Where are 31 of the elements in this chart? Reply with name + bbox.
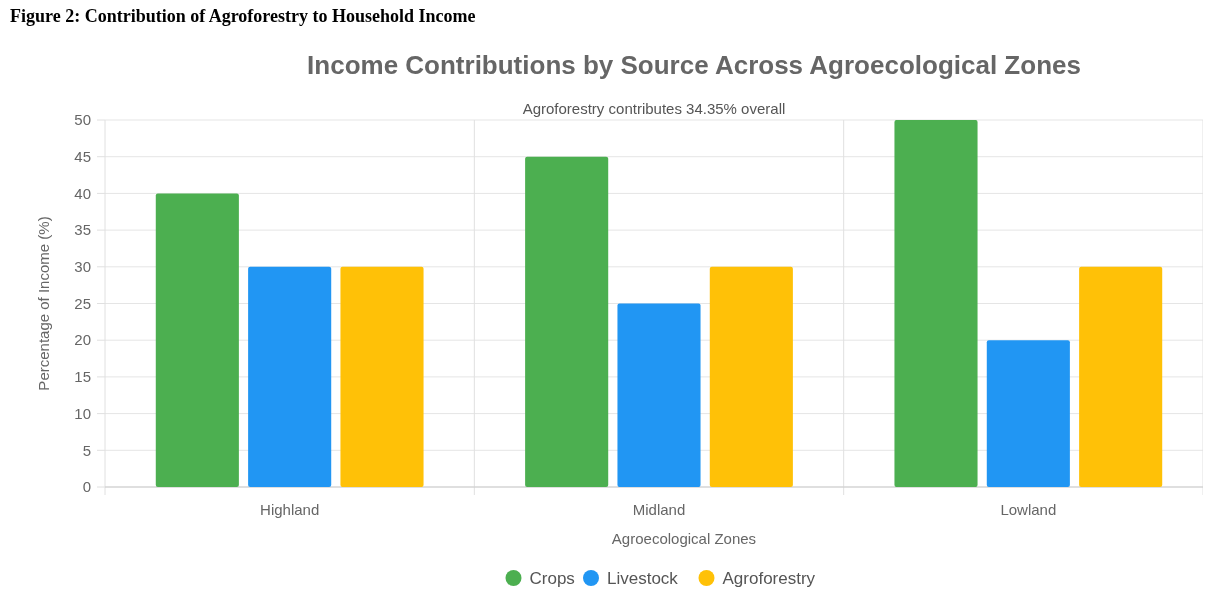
y-axis-title: Percentage of Income (%) [35,216,52,391]
bar [525,156,609,487]
caption: Figure 2: Contribution of Agroforestry to Household Income [10,6,476,26]
x-axis-title: Agroecological Zones [611,530,757,547]
bar [894,120,978,487]
y-tick-label: 30 [74,258,91,276]
bar [155,193,239,487]
bar [709,266,793,487]
y-tick-label: 20 [74,331,91,349]
x-tick-label: Midland [632,501,686,518]
legend-label: Crops [529,569,575,588]
y-tick-label: 15 [74,368,91,386]
y-tick-label: 35 [74,221,91,239]
x-tick-label: Highland [260,501,320,518]
legend-label: Livestock [607,569,679,588]
chart-title: Income Contributions by Source Across Agroecological Zones [307,50,1081,80]
y-tick-label: 10 [74,404,91,422]
y-tick-label: 50 [74,111,91,129]
legend-label: Agroforestry [722,569,816,588]
bar [340,266,424,487]
y-tick-label: 0 [82,478,91,496]
bar [1079,266,1163,487]
bar [248,266,332,487]
chart-subtitle: Agroforestry contributes 34.35% overall [522,100,786,117]
bar [986,340,1070,487]
y-tick-label: 45 [74,147,91,165]
x-tick-label: Lowland [1000,501,1057,518]
y-tick-label: 40 [74,184,91,202]
y-tick-label: 25 [74,294,91,312]
y-tick-label: 5 [82,441,91,459]
bar [617,303,701,487]
